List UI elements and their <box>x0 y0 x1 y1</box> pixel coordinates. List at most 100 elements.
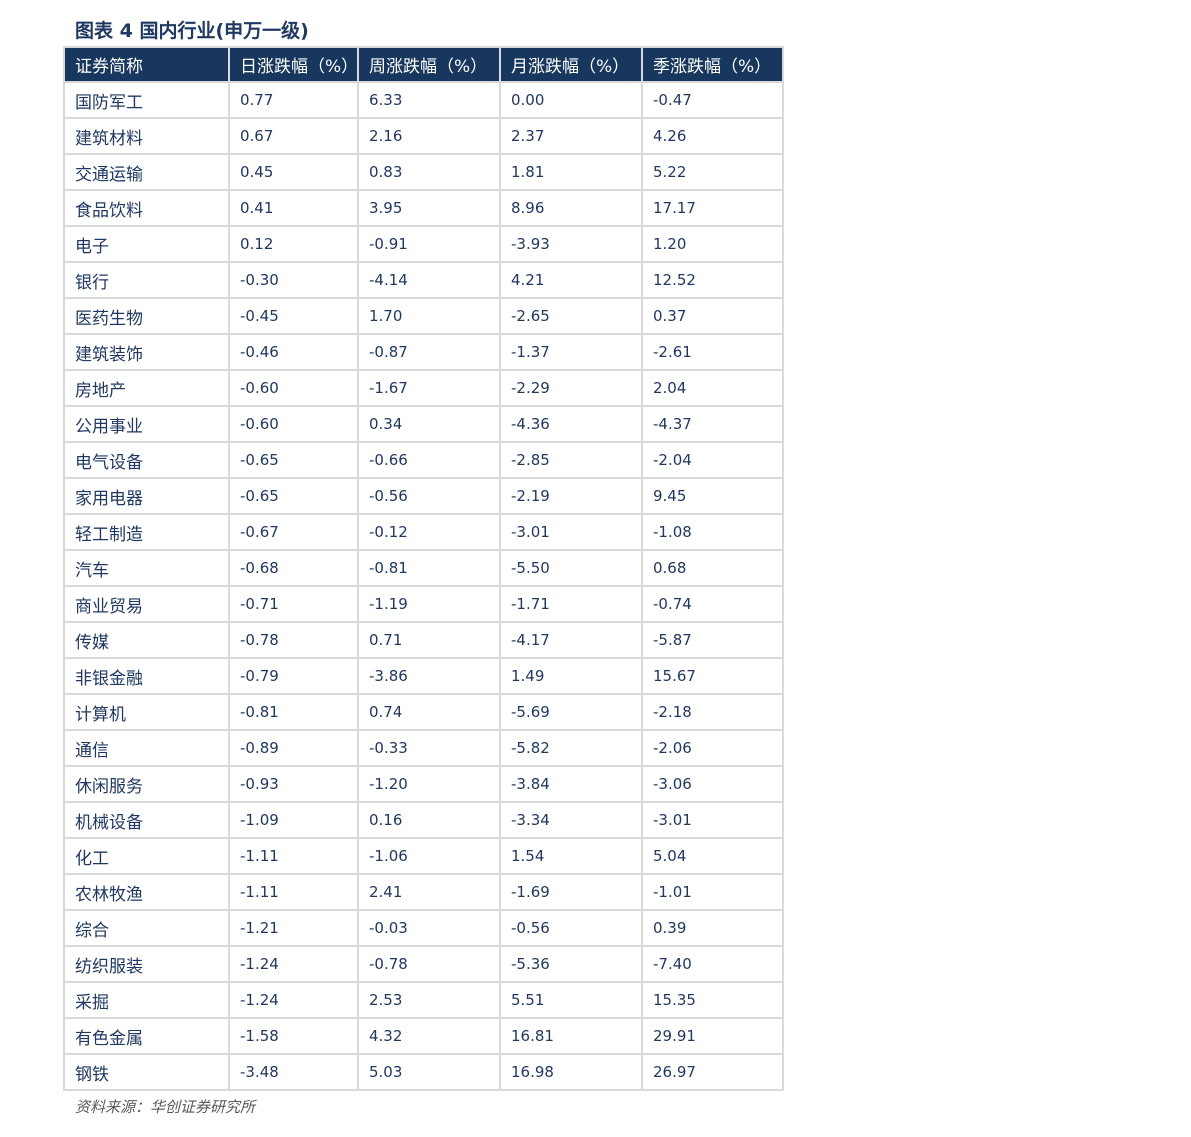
change-value: -2.65 <box>499 297 643 335</box>
industry-name: 休闲服务 <box>63 765 230 803</box>
change-value: 0.16 <box>357 801 501 839</box>
change-value: -3.48 <box>228 1053 359 1091</box>
industry-name: 非银金融 <box>63 657 230 695</box>
table-body: 国防军工 0.77 6.33 0.00 -0.47 建筑材料 0.67 2.16 2.37 4.2… <box>63 81 784 1091</box>
change-value: -0.66 <box>357 441 501 479</box>
change-value: 0.41 <box>228 189 359 227</box>
table-row: 传媒 -0.78 0.71 -4.17 -5.87 <box>63 621 784 659</box>
change-value: 0.37 <box>641 297 784 335</box>
industry-name: 国防军工 <box>63 81 230 119</box>
industry-name: 家用电器 <box>63 477 230 515</box>
change-value: -5.69 <box>499 693 643 731</box>
change-value: -4.37 <box>641 405 784 443</box>
change-value: -3.01 <box>499 513 643 551</box>
change-value: 26.97 <box>641 1053 784 1091</box>
change-value: -1.71 <box>499 585 643 623</box>
change-value: -1.37 <box>499 333 643 371</box>
change-value: -0.79 <box>228 657 359 695</box>
change-value: -1.08 <box>641 513 784 551</box>
column-header: 证券简称 <box>63 46 230 83</box>
change-value: -1.67 <box>357 369 501 407</box>
table-row: 建筑装饰 -0.46 -0.87 -1.37 -2.61 <box>63 333 784 371</box>
industry-name: 计算机 <box>63 693 230 731</box>
change-value: 0.83 <box>357 153 501 191</box>
table-row: 商业贸易 -0.71 -1.19 -1.71 -0.74 <box>63 585 784 623</box>
change-value: -2.85 <box>499 441 643 479</box>
change-value: -4.17 <box>499 621 643 659</box>
change-value: -5.82 <box>499 729 643 767</box>
change-value: 0.71 <box>357 621 501 659</box>
change-value: -0.68 <box>228 549 359 587</box>
industry-name: 银行 <box>63 261 230 299</box>
table-row: 化工 -1.11 -1.06 1.54 5.04 <box>63 837 784 875</box>
change-value: 1.54 <box>499 837 643 875</box>
change-value: 4.26 <box>641 117 784 155</box>
change-value: 2.04 <box>641 369 784 407</box>
table-row: 房地产 -0.60 -1.67 -2.29 2.04 <box>63 369 784 407</box>
change-value: -2.04 <box>641 441 784 479</box>
change-value: -1.06 <box>357 837 501 875</box>
table-row: 电气设备 -0.65 -0.66 -2.85 -2.04 <box>63 441 784 479</box>
change-value: 4.32 <box>357 1017 501 1055</box>
change-value: -0.47 <box>641 81 784 119</box>
change-value: 12.52 <box>641 261 784 299</box>
industry-name: 机械设备 <box>63 801 230 839</box>
change-value: -5.36 <box>499 945 643 983</box>
change-value: 5.51 <box>499 981 643 1019</box>
industry-name: 商业贸易 <box>63 585 230 623</box>
change-value: -0.60 <box>228 405 359 443</box>
change-value: -0.81 <box>228 693 359 731</box>
change-value: -1.69 <box>499 873 643 911</box>
change-value: 0.77 <box>228 81 359 119</box>
change-value: -0.74 <box>641 585 784 623</box>
table-row: 计算机 -0.81 0.74 -5.69 -2.18 <box>63 693 784 731</box>
change-value: 2.37 <box>499 117 643 155</box>
table-title: 图表 4 国内行业(申万一级) <box>75 20 309 42</box>
table-row: 采掘 -1.24 2.53 5.51 15.35 <box>63 981 784 1019</box>
change-value: -0.56 <box>499 909 643 947</box>
industry-name: 交通运输 <box>63 153 230 191</box>
table-row: 电子 0.12 -0.91 -3.93 1.20 <box>63 225 784 263</box>
table-row: 机械设备 -1.09 0.16 -3.34 -3.01 <box>63 801 784 839</box>
change-value: 0.67 <box>228 117 359 155</box>
column-header: 周涨跌幅（%） <box>357 46 501 83</box>
change-value: -1.11 <box>228 873 359 911</box>
change-value: -0.60 <box>228 369 359 407</box>
industry-name: 汽车 <box>63 549 230 587</box>
industry-name: 传媒 <box>63 621 230 659</box>
change-value: -2.19 <box>499 477 643 515</box>
change-value: -0.33 <box>357 729 501 767</box>
industry-name: 房地产 <box>63 369 230 407</box>
change-value: -1.20 <box>357 765 501 803</box>
change-value: -0.71 <box>228 585 359 623</box>
change-value: -0.93 <box>228 765 359 803</box>
industry-name: 纺织服装 <box>63 945 230 983</box>
industry-name: 化工 <box>63 837 230 875</box>
change-value: -1.11 <box>228 837 359 875</box>
change-value: -3.86 <box>357 657 501 695</box>
change-value: -0.67 <box>228 513 359 551</box>
table-row: 食品饮料 0.41 3.95 8.96 17.17 <box>63 189 784 227</box>
change-value: -0.78 <box>228 621 359 659</box>
change-value: -2.06 <box>641 729 784 767</box>
change-value: -1.01 <box>641 873 784 911</box>
change-value: -0.45 <box>228 297 359 335</box>
change-value: -4.14 <box>357 261 501 299</box>
change-value: 0.39 <box>641 909 784 947</box>
change-value: -3.06 <box>641 765 784 803</box>
change-value: 1.81 <box>499 153 643 191</box>
table-row: 交通运输 0.45 0.83 1.81 5.22 <box>63 153 784 191</box>
industry-name: 钢铁 <box>63 1053 230 1091</box>
industry-name: 农林牧渔 <box>63 873 230 911</box>
change-value: 5.04 <box>641 837 784 875</box>
change-value: 1.49 <box>499 657 643 695</box>
change-value: -1.21 <box>228 909 359 947</box>
change-value: 1.20 <box>641 225 784 263</box>
industry-name: 食品饮料 <box>63 189 230 227</box>
header-row: 证券简称 日涨跌幅（%） 周涨跌幅（%） 月涨跌幅（%） 季涨跌幅（%） <box>63 46 784 83</box>
change-value: -3.84 <box>499 765 643 803</box>
change-value: 5.03 <box>357 1053 501 1091</box>
change-value: 15.67 <box>641 657 784 695</box>
change-value: -1.09 <box>228 801 359 839</box>
